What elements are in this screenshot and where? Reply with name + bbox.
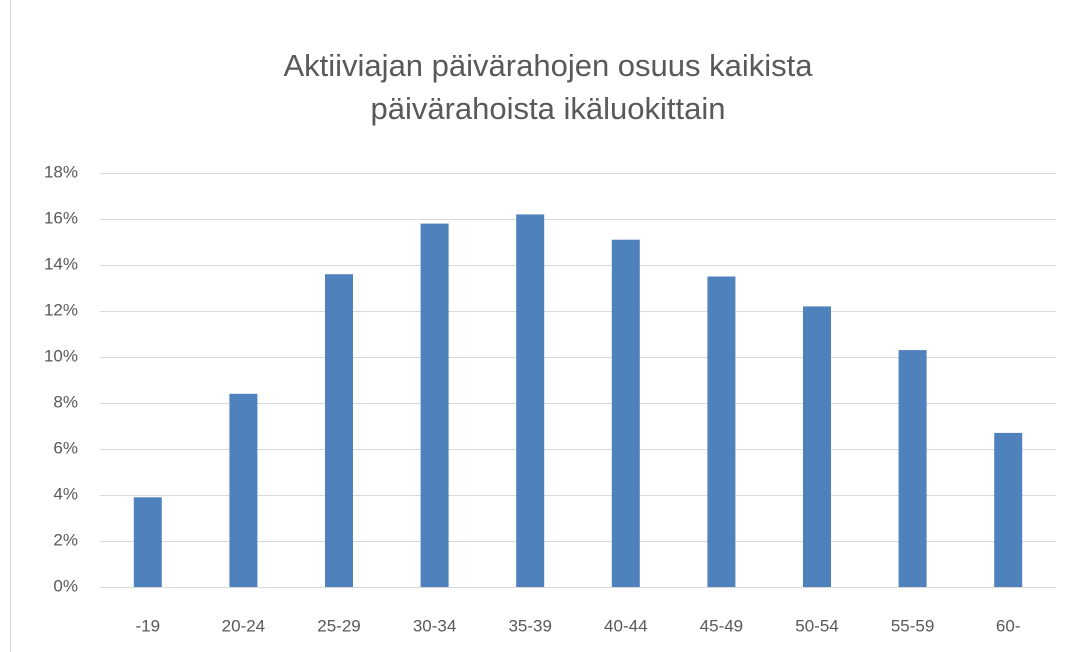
y-tick-label: 14%: [44, 254, 78, 273]
bar: [420, 223, 449, 587]
bar: [803, 306, 831, 587]
bar: [611, 239, 640, 587]
bar: [994, 432, 1023, 587]
y-tick-label: 6%: [53, 438, 78, 457]
bar: [325, 274, 353, 587]
chart-title: päivärahoista ikäluokittain: [371, 91, 726, 126]
bar: [898, 350, 927, 587]
x-tick-label: 60-: [996, 616, 1021, 635]
bar: [516, 214, 545, 587]
x-tick-label: 30-34: [413, 616, 456, 635]
x-tick-label: 20-24: [222, 616, 265, 635]
x-tick-label: -19: [136, 616, 161, 635]
y-tick-label: 0%: [53, 576, 78, 595]
bar: [229, 393, 258, 587]
y-tick-label: 2%: [53, 530, 78, 549]
x-tick-label: 40-44: [604, 616, 647, 635]
y-tick-label: 12%: [44, 300, 78, 319]
y-tick-label: 10%: [44, 346, 78, 365]
y-tick-label: 18%: [44, 162, 78, 181]
x-tick-label: 45-49: [700, 616, 743, 635]
x-tick-label: 35-39: [508, 616, 551, 635]
bar: [133, 497, 162, 587]
x-tick-label: 55-59: [891, 616, 934, 635]
bar: [707, 276, 736, 587]
y-tick-label: 8%: [53, 392, 78, 411]
x-tick-label: 25-29: [317, 616, 360, 635]
chart-title: Aktiiviajan päivärahojen osuus kaikista: [283, 48, 813, 83]
y-tick-label: 4%: [53, 484, 78, 503]
x-tick-label: 50-54: [795, 616, 838, 635]
y-tick-label: 16%: [44, 208, 78, 227]
